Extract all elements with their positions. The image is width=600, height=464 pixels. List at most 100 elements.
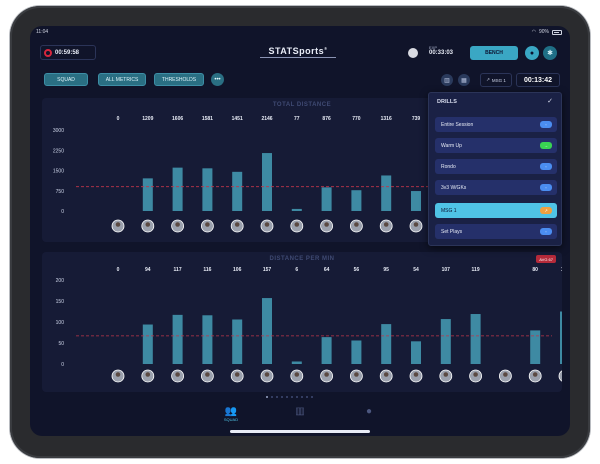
bar-value-label: 77 <box>294 116 300 122</box>
drill-selector[interactable]: ↗ MSG 1 <box>480 73 512 87</box>
grid-view-button[interactable]: ▦ <box>458 74 470 86</box>
bar-value-label: 1451 <box>232 116 243 122</box>
status-bar: 11:04 ◠ 90% <box>30 26 570 38</box>
bar[interactable] <box>381 324 392 364</box>
bar[interactable] <box>440 319 451 364</box>
bar[interactable] <box>232 171 243 211</box>
player-avatar-face <box>354 372 359 377</box>
battery-percent: 90% <box>538 29 549 35</box>
drill-item-rondo[interactable]: Rondo ◦ <box>435 159 557 174</box>
player-avatar-face <box>115 222 121 227</box>
bar-value-label: 739 <box>412 116 421 122</box>
drill-item-set-plays[interactable]: Set Plays ◦ <box>435 224 557 239</box>
y-tick-label: 0 <box>61 362 64 368</box>
chart-title: TOTAL DISTANCE <box>272 102 332 108</box>
bar[interactable] <box>381 175 392 211</box>
player-icon-button[interactable]: ● <box>525 46 539 60</box>
bar[interactable] <box>142 178 153 211</box>
bench-button[interactable]: BENCH <box>470 46 518 60</box>
bar[interactable] <box>351 340 362 364</box>
arrow-icon: ↗ <box>486 77 490 82</box>
tab-player[interactable]: ● <box>354 406 384 417</box>
home-indicator <box>230 430 370 433</box>
exp-block: EXP 00:33:03 <box>429 45 453 56</box>
player-avatar-face <box>383 372 389 377</box>
bar-value-label: 107 <box>442 267 451 273</box>
player-avatar-face <box>145 222 151 227</box>
drill-item-warm-up[interactable]: Warm Up → <box>435 138 557 153</box>
bar-value-label: 1606 <box>172 116 183 122</box>
tab-charts[interactable]: ▥ <box>285 406 315 417</box>
bar[interactable] <box>262 298 272 364</box>
tab-bar: 👥 SQUAD ▥ ● <box>30 402 570 436</box>
distance-per-min-plot: 200 150 100 50 0 0 94 117 116 106 157 6 64 56 95 54 107 1… <box>56 267 562 383</box>
bar[interactable] <box>321 187 332 211</box>
session-timer-value: 00:59:58 <box>55 49 80 56</box>
player-avatar-face <box>234 372 240 377</box>
player-avatar-face <box>294 222 300 227</box>
all-metrics-button[interactable]: ALL METRICS <box>98 73 146 86</box>
bar-value-label: 157 <box>263 267 272 273</box>
bar-value-label: 116 <box>203 267 211 273</box>
bar-value-label: 876 <box>322 116 331 122</box>
double-check-icon[interactable]: ✓ <box>547 98 553 105</box>
bar[interactable] <box>321 337 332 364</box>
y-tick-label: 3000 <box>53 128 64 134</box>
drill-tag-icon: ↗ <box>540 207 552 214</box>
player-avatar-face <box>264 372 270 377</box>
bar[interactable] <box>142 324 153 364</box>
more-options-button[interactable]: ••• <box>211 73 224 86</box>
bar[interactable] <box>262 153 272 211</box>
bar[interactable] <box>172 314 183 364</box>
player-avatar-face <box>413 372 419 377</box>
status-toggle[interactable] <box>408 48 418 58</box>
player-avatar-face <box>175 372 180 377</box>
drill-item-entire-session[interactable]: Entire Session ◦ <box>435 117 557 132</box>
exp-label: EXP <box>429 45 438 50</box>
bar-value-label: 0 <box>117 116 120 122</box>
player-avatar-face <box>115 372 121 377</box>
bar[interactable] <box>351 190 362 211</box>
player-avatar-face <box>473 372 478 377</box>
drill-item-3v3[interactable]: 3v3 W/GKs ◦ <box>435 180 557 195</box>
player-icon: ● <box>529 49 535 57</box>
bar[interactable] <box>411 341 421 364</box>
distance-per-min-chart: DISTANCE PER MIN AVG 67 200 150 100 50 0 0 94 1… <box>42 252 562 392</box>
bar[interactable] <box>291 208 302 211</box>
bar[interactable] <box>470 314 481 364</box>
bar-value-label: 95 <box>383 267 389 273</box>
app-screen: 11:04 ◠ 90% 00:59:58 STATSports® EXP 00:… <box>30 26 570 436</box>
squad-filter-button[interactable]: SQUAD <box>44 73 88 86</box>
status-time: 11:04 <box>36 29 49 35</box>
wifi-icon: ◠ <box>531 29 536 35</box>
bar[interactable] <box>232 319 243 364</box>
bar[interactable] <box>560 311 562 365</box>
drill-item-msg-1[interactable]: MSG 1 ↗ <box>435 203 557 218</box>
player-avatar-face <box>503 372 508 377</box>
page-dot <box>281 396 283 398</box>
settings-button[interactable]: ✱ <box>543 46 557 60</box>
bar-value-label: 0 <box>117 267 120 273</box>
bar[interactable] <box>411 191 421 211</box>
bar[interactable] <box>202 315 213 364</box>
session-timer[interactable]: 00:59:58 <box>40 45 96 60</box>
bar-value-label: 54 <box>413 267 419 273</box>
bar[interactable] <box>291 361 302 364</box>
filter-bar: SQUAD ALL METRICS THRESHOLDS ••• ▥ ▦ ↗ M… <box>30 70 570 92</box>
tab-squad[interactable]: 👥 SQUAD <box>216 406 246 422</box>
ellipsis-icon: ••• <box>214 76 221 83</box>
bar-value-label: 1316 <box>381 116 392 122</box>
thresholds-button[interactable]: THRESHOLDS <box>154 73 204 86</box>
top-bar: 00:59:58 STATSports® EXP 00:33:03 BENCH … <box>30 40 570 66</box>
record-icon <box>44 48 52 57</box>
page-dot <box>286 396 288 398</box>
player-avatar-face <box>324 222 329 227</box>
chart-title: DISTANCE PER MIN <box>269 256 335 262</box>
bar[interactable] <box>202 168 213 211</box>
player-avatar[interactable] <box>558 370 562 382</box>
bar[interactable] <box>530 330 541 364</box>
bar[interactable] <box>172 167 183 211</box>
chart-view-button[interactable]: ▥ <box>441 74 453 86</box>
player-avatar-face <box>234 222 240 227</box>
chart-icon: ▥ <box>444 77 450 84</box>
